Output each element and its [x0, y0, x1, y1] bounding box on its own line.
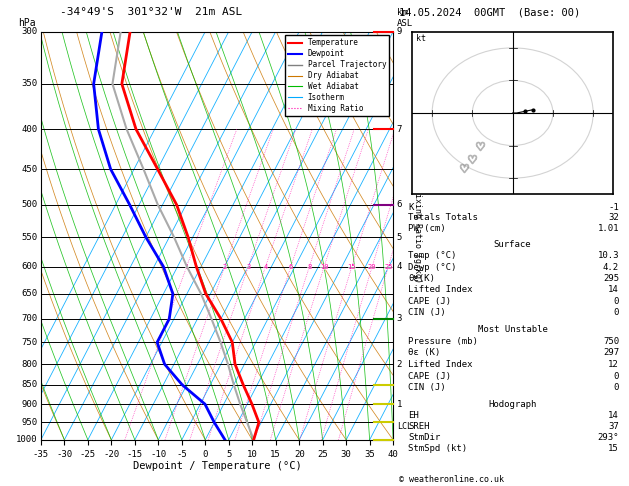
Text: 300: 300	[21, 27, 37, 36]
Text: 1.01: 1.01	[598, 224, 619, 233]
Text: 3: 3	[397, 314, 402, 323]
Text: SREH: SREH	[408, 422, 430, 432]
Text: Totals Totals: Totals Totals	[408, 213, 478, 223]
Text: 37: 37	[608, 422, 619, 432]
Text: 1000: 1000	[16, 435, 37, 444]
Text: 2: 2	[223, 263, 227, 270]
Text: EH: EH	[408, 411, 419, 420]
Text: K: K	[408, 203, 414, 212]
Text: 20: 20	[368, 263, 376, 270]
Text: -1: -1	[608, 203, 619, 212]
Text: 4.2: 4.2	[603, 263, 619, 272]
Text: 6: 6	[397, 200, 402, 209]
Text: 6: 6	[289, 263, 293, 270]
Text: CAPE (J): CAPE (J)	[408, 297, 452, 306]
Text: 1: 1	[184, 263, 189, 270]
Text: 350: 350	[21, 79, 37, 88]
Text: CIN (J): CIN (J)	[408, 308, 446, 317]
Text: © weatheronline.co.uk: © weatheronline.co.uk	[399, 474, 504, 484]
Text: 15: 15	[348, 263, 356, 270]
Text: PW (cm): PW (cm)	[408, 224, 446, 233]
Text: 850: 850	[21, 380, 37, 389]
Text: 293°: 293°	[598, 434, 619, 442]
Text: Dewp (°C): Dewp (°C)	[408, 263, 457, 272]
Text: 750: 750	[21, 338, 37, 347]
Text: 12: 12	[608, 360, 619, 369]
Text: 14: 14	[608, 285, 619, 295]
Text: 900: 900	[21, 399, 37, 409]
Text: 550: 550	[21, 233, 37, 242]
Text: Temp (°C): Temp (°C)	[408, 251, 457, 260]
Text: 297: 297	[603, 348, 619, 358]
Text: Most Unstable: Most Unstable	[477, 325, 548, 334]
Text: StmSpd (kt): StmSpd (kt)	[408, 445, 467, 453]
Text: 700: 700	[21, 314, 37, 323]
Text: Lifted Index: Lifted Index	[408, 285, 473, 295]
Text: 0: 0	[614, 297, 619, 306]
Text: 800: 800	[21, 360, 37, 369]
Text: 25: 25	[384, 263, 392, 270]
Text: 32: 32	[608, 213, 619, 223]
Text: kt: kt	[416, 35, 426, 43]
Text: StmDir: StmDir	[408, 434, 441, 442]
Text: 4: 4	[397, 262, 402, 271]
Text: 450: 450	[21, 165, 37, 174]
Text: CIN (J): CIN (J)	[408, 383, 446, 392]
Legend: Temperature, Dewpoint, Parcel Trajectory, Dry Adiabat, Wet Adiabat, Isotherm, Mi: Temperature, Dewpoint, Parcel Trajectory…	[285, 35, 389, 116]
Text: Hodograph: Hodograph	[489, 400, 537, 409]
Text: θε (K): θε (K)	[408, 348, 441, 358]
Text: 2: 2	[397, 360, 402, 369]
Text: 8: 8	[307, 263, 311, 270]
Text: 750: 750	[603, 337, 619, 346]
Text: LCL: LCL	[397, 422, 411, 431]
Text: θε(K): θε(K)	[408, 274, 435, 283]
Text: hPa: hPa	[18, 17, 36, 28]
X-axis label: Dewpoint / Temperature (°C): Dewpoint / Temperature (°C)	[133, 461, 301, 471]
Text: 0: 0	[614, 372, 619, 381]
Text: km
ASL: km ASL	[397, 8, 413, 28]
Text: 600: 600	[21, 262, 37, 271]
Text: 295: 295	[603, 274, 619, 283]
Text: Pressure (mb): Pressure (mb)	[408, 337, 478, 346]
Text: Surface: Surface	[494, 240, 532, 249]
Text: Lifted Index: Lifted Index	[408, 360, 473, 369]
Text: 3: 3	[246, 263, 250, 270]
Text: 5: 5	[397, 233, 402, 242]
Text: Mixing Ratio (g/kg): Mixing Ratio (g/kg)	[413, 188, 422, 283]
Text: 9: 9	[397, 27, 402, 36]
Text: 500: 500	[21, 200, 37, 209]
Text: 10: 10	[320, 263, 328, 270]
Text: 7: 7	[397, 124, 402, 134]
Text: 14.05.2024  00GMT  (Base: 00): 14.05.2024 00GMT (Base: 00)	[399, 7, 581, 17]
Text: CAPE (J): CAPE (J)	[408, 372, 452, 381]
Text: 950: 950	[21, 418, 37, 427]
Text: 14: 14	[608, 411, 619, 420]
Text: 4: 4	[264, 263, 268, 270]
Text: 1: 1	[397, 399, 402, 409]
Text: 650: 650	[21, 289, 37, 298]
Text: -34°49'S  301°32'W  21m ASL: -34°49'S 301°32'W 21m ASL	[60, 7, 242, 17]
Text: 400: 400	[21, 124, 37, 134]
Text: 10.3: 10.3	[598, 251, 619, 260]
Text: 0: 0	[614, 383, 619, 392]
Text: 15: 15	[608, 445, 619, 453]
Text: 0: 0	[614, 308, 619, 317]
